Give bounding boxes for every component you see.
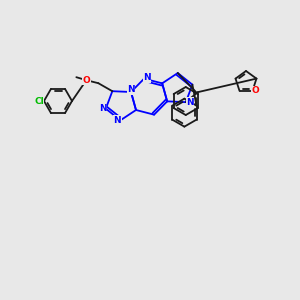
- Text: O: O: [252, 86, 259, 95]
- Text: N: N: [186, 98, 194, 106]
- Text: N: N: [127, 85, 135, 94]
- Text: N: N: [114, 116, 121, 125]
- Text: N: N: [99, 104, 106, 113]
- Text: N: N: [143, 73, 151, 82]
- Text: O: O: [82, 76, 90, 85]
- Text: Cl: Cl: [34, 97, 44, 106]
